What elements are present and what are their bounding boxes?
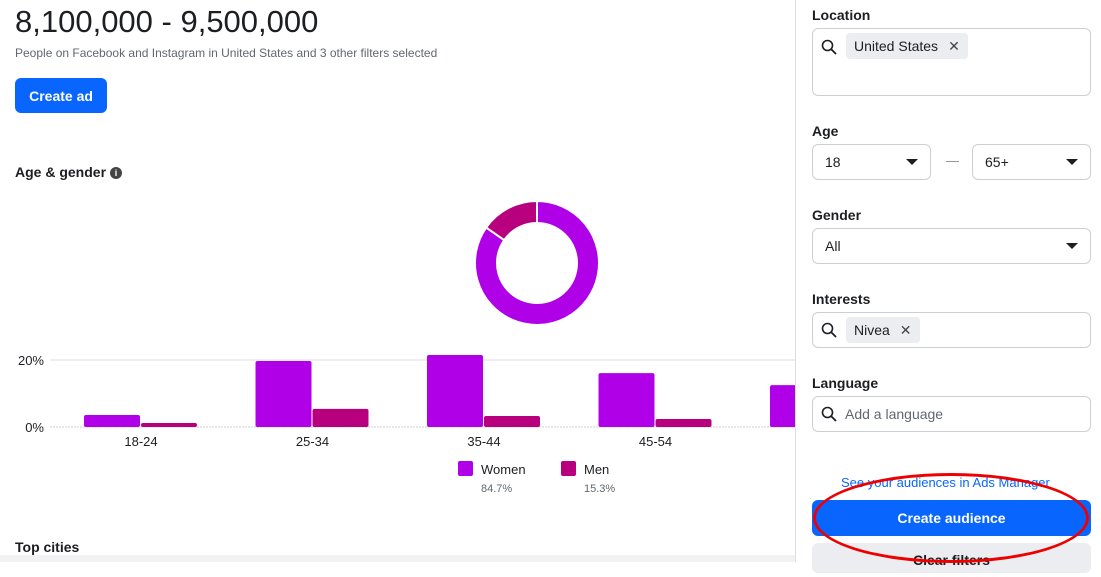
audience-description: People on Facebook and Instagram in Unit… [15,46,438,60]
highlight-annotation [813,473,1089,563]
x-tick-label: 18-24 [124,434,157,449]
search-icon [821,406,837,422]
x-tick-label: 35-44 [467,434,500,449]
gender-label: Gender [812,207,862,223]
location-tag: United States ✕ [846,33,968,59]
age-min-value: 18 [825,154,841,170]
bottom-divider [0,555,795,562]
legend-share: 84.7% [481,483,512,495]
search-icon [821,39,837,55]
age-min-select[interactable]: 18 [812,144,931,180]
interest-tag: Nivea ✕ [846,317,920,343]
remove-icon[interactable]: ✕ [948,38,960,54]
age-max-value: 65+ [985,154,1009,170]
bar-men [484,415,540,427]
bar-men [312,408,369,427]
legend-swatch-men [561,461,576,476]
age-range-dash: — [946,153,959,168]
caret-down-icon [1066,243,1078,249]
x-tick-label: 25-34 [296,434,329,449]
bar-men [655,418,712,427]
location-label: Location [812,7,871,23]
age-label: Age [812,123,839,139]
audience-size: 8,100,000 - 9,500,000 [15,4,319,39]
age-gender-chart: 20%0%18-2425-3435-4445-5455-64Women84.7%… [18,199,795,495]
create-ad-button[interactable]: Create ad [15,78,107,113]
age-gender-heading: Age & gender i [15,164,123,180]
donut-slice-men [484,199,538,242]
legend-label: Men [584,462,609,477]
caret-down-icon [1066,159,1078,165]
legend-swatch-women [458,461,473,476]
bar-women [598,373,655,427]
location-input[interactable]: United States ✕ [812,28,1091,96]
legend-label: Women [481,462,526,477]
y-tick-label: 0% [25,420,44,435]
remove-icon[interactable]: ✕ [899,322,912,338]
bar-women [427,354,483,427]
language-input[interactable]: Add a language [812,396,1091,432]
bar-women [84,414,140,427]
info-icon[interactable]: i [110,167,123,179]
audience-overview: 8,100,000 - 9,500,000 People on Facebook… [0,4,795,562]
location-tag-label: United States [854,38,939,54]
top-cities-heading: Top cities [15,539,80,555]
age-gender-title: Age & gender [15,164,107,180]
language-placeholder: Add a language [845,406,944,422]
donut-slice-women [474,199,600,326]
search-icon [821,322,837,338]
legend-share: 15.3% [584,483,615,495]
interests-input[interactable]: Nivea ✕ [812,312,1091,348]
interest-tag-label: Nivea [854,322,890,338]
caret-down-icon [906,159,918,165]
y-tick-label: 20% [18,353,44,368]
bar-women [770,385,795,427]
x-tick-label: 45-54 [639,434,672,449]
gender-select[interactable]: All [812,228,1091,264]
language-label: Language [812,375,879,391]
bar-men [141,422,197,427]
gender-value: All [825,238,841,254]
interests-label: Interests [812,291,871,307]
age-max-select[interactable]: 65+ [972,144,1091,180]
bar-women [255,361,312,427]
